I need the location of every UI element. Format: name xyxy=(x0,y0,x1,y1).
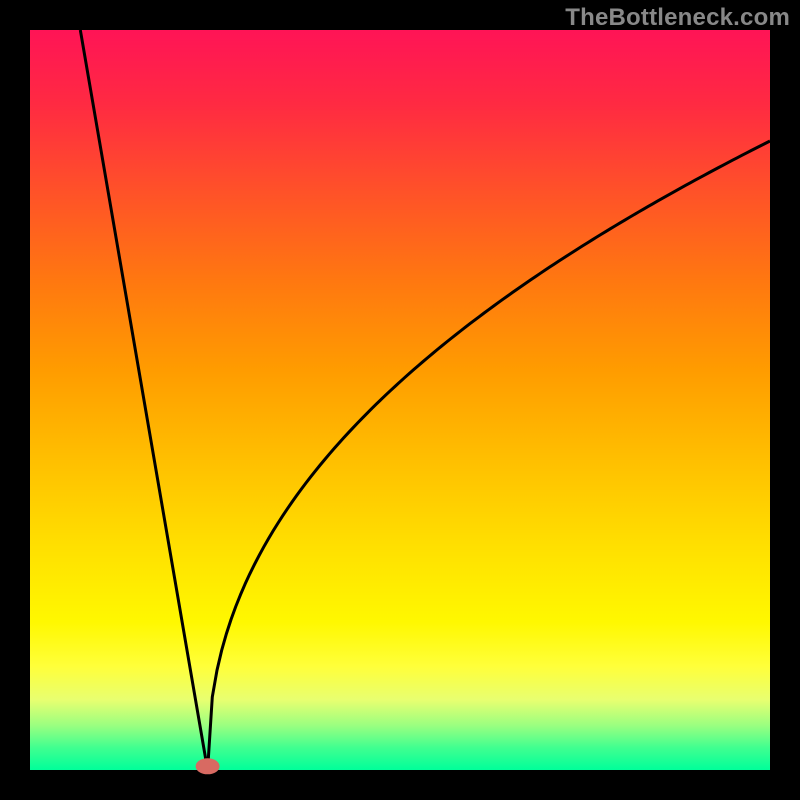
optimal-marker xyxy=(196,758,220,774)
watermark-text: TheBottleneck.com xyxy=(565,4,790,32)
chart-container: TheBottleneck.com xyxy=(0,0,800,800)
bottleneck-chart xyxy=(0,0,800,800)
gradient-background xyxy=(30,30,770,770)
